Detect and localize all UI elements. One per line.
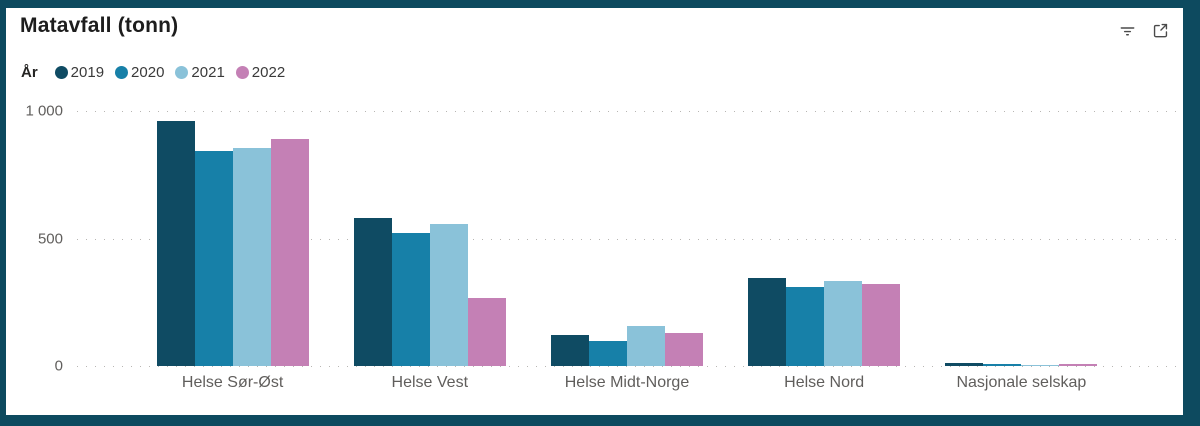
bar-2020[interactable]	[786, 286, 825, 366]
legend-item[interactable]: 2019	[54, 63, 105, 81]
filter-icon[interactable]	[1118, 21, 1136, 39]
legend: År 2019 2020 2021 2022	[21, 62, 296, 82]
gridline	[77, 238, 1177, 240]
y-axis-tick-label: 1 000	[25, 102, 63, 120]
bar-2020[interactable]	[194, 150, 233, 366]
visual-header-toolbar	[1118, 21, 1169, 39]
legend-item[interactable]: 2022	[235, 63, 286, 81]
bar-2022[interactable]	[664, 332, 703, 366]
gridline	[77, 111, 1177, 112]
x-axis-category-label: Helse Nord	[784, 374, 865, 391]
bar-2022[interactable]	[1059, 363, 1098, 366]
legend-swatch	[235, 65, 249, 79]
bar-2021[interactable]	[1021, 364, 1060, 366]
visual-title: Matavfall (tonn)	[20, 14, 179, 37]
legend-swatch	[54, 65, 68, 79]
legend-item-label: 2020	[131, 63, 165, 81]
x-axis-category-label: Helse Vest	[391, 374, 469, 391]
visual-card: Matavfall (tonn) År 2019 2020 2021 2022 1 0…	[6, 8, 1183, 415]
bar-2021[interactable]	[626, 326, 665, 366]
x-axis-category-label: Nasjonale selskap	[956, 374, 1087, 391]
bar-2020[interactable]	[588, 340, 627, 366]
gridline	[77, 366, 1177, 367]
bar-group	[726, 111, 923, 366]
bar-2022[interactable]	[467, 298, 506, 366]
bar-2022[interactable]	[270, 139, 309, 366]
bar-2021[interactable]	[824, 280, 863, 366]
y-axis-tick-label: 500	[37, 230, 63, 247]
legend-item[interactable]: 2020	[115, 64, 164, 81]
bar-2019[interactable]	[156, 121, 195, 366]
legend-item-label: 2019	[70, 63, 105, 81]
x-axis-category-label: Helse Sør-Øst	[181, 374, 284, 391]
bar-2019[interactable]	[748, 278, 787, 366]
y-axis-tick-label: 0	[54, 357, 63, 375]
bar-group	[528, 111, 725, 366]
legend-swatch	[175, 65, 189, 79]
bar-2020[interactable]	[391, 233, 430, 366]
bar-2022[interactable]	[862, 284, 901, 366]
bar-group	[331, 111, 528, 366]
bar-group	[134, 111, 331, 366]
legend-title: År	[21, 63, 38, 81]
legend-swatch	[115, 65, 129, 79]
bar-2019[interactable]	[550, 335, 589, 366]
bar-2019[interactable]	[353, 218, 392, 366]
bar-2019[interactable]	[945, 363, 984, 366]
bar-2021[interactable]	[429, 224, 468, 366]
legend-item-label: 2021	[191, 63, 225, 81]
bar-group	[923, 111, 1120, 366]
legend-item[interactable]: 2021	[175, 63, 225, 81]
x-axis-category-label: Helse Midt-Norge	[564, 374, 690, 391]
bar-2021[interactable]	[232, 147, 271, 366]
focus-mode-icon[interactable]	[1151, 21, 1169, 39]
bar-2020[interactable]	[983, 363, 1022, 366]
legend-item-label: 2022	[251, 63, 286, 81]
